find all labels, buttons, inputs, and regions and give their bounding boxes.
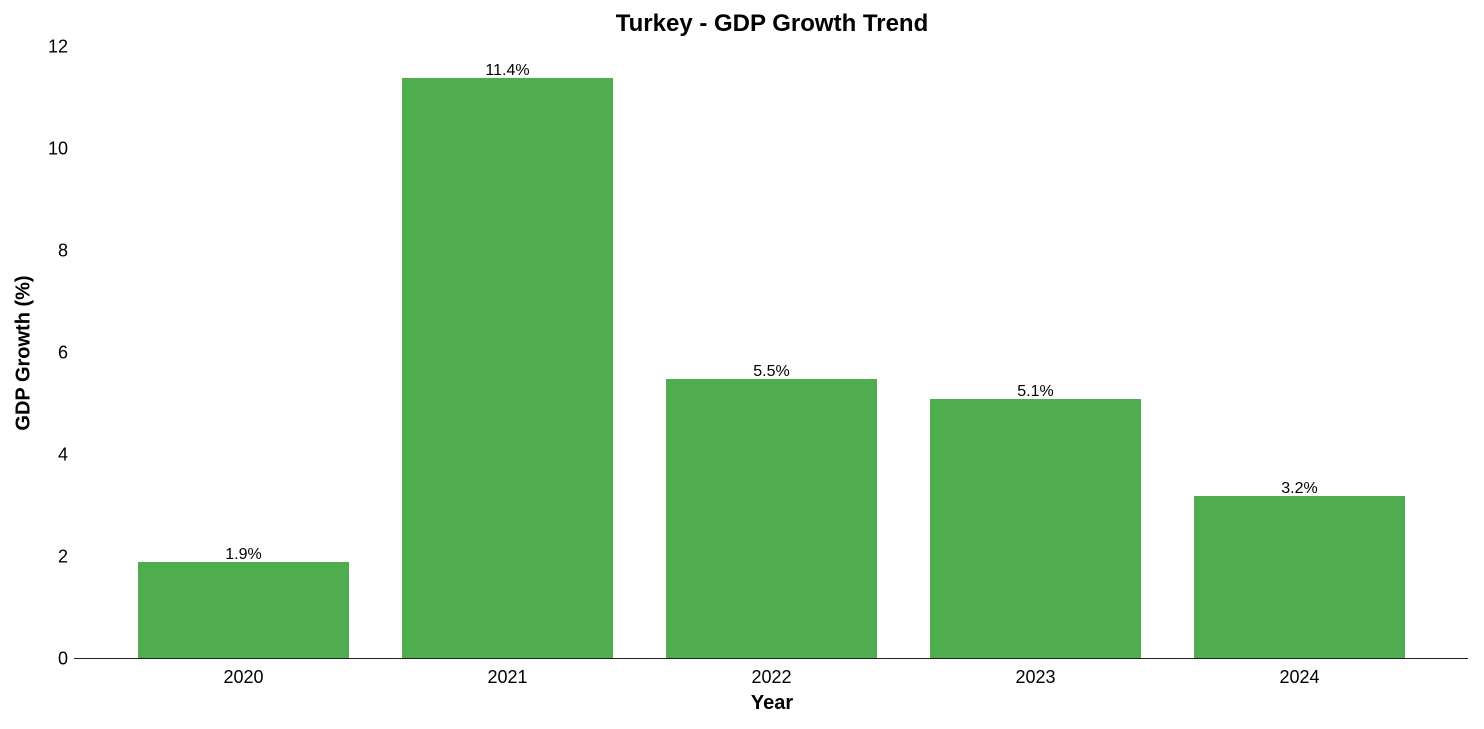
x-tick-label: 2024	[1279, 667, 1320, 687]
bar-2024	[1194, 495, 1405, 659]
x-tick-label: 2023	[1015, 667, 1056, 687]
bar-2022	[666, 378, 877, 659]
chart-title: Turkey - GDP Growth Trend	[615, 10, 929, 37]
x-tick-label: 2021	[487, 667, 528, 687]
y-tick-label: 6	[57, 342, 68, 363]
y-axis-label: GDP Growth (%)	[12, 275, 35, 431]
x-axis-line	[74, 658, 1468, 659]
x-tick-label: 2020	[223, 667, 264, 687]
bar-value-label: 5.1%	[1017, 382, 1054, 400]
y-tick-label: 0	[57, 648, 68, 669]
x-tick-label: 2022	[751, 667, 792, 687]
bar-2021	[402, 77, 613, 659]
y-tick-label: 8	[57, 240, 68, 261]
bar-2023	[930, 398, 1141, 659]
bar-2020	[138, 562, 349, 659]
bar-value-label: 5.5%	[753, 362, 790, 380]
bar-value-label: 3.2%	[1281, 479, 1318, 497]
bar-value-label: 11.4%	[485, 61, 530, 79]
bar-value-label: 1.9%	[225, 546, 262, 564]
y-tick-label: 12	[47, 36, 68, 57]
y-tick-label: 10	[47, 138, 68, 159]
y-tick-label: 4	[57, 444, 68, 465]
x-axis-label: Year	[750, 692, 794, 714]
y-tick-label: 2	[57, 546, 68, 567]
